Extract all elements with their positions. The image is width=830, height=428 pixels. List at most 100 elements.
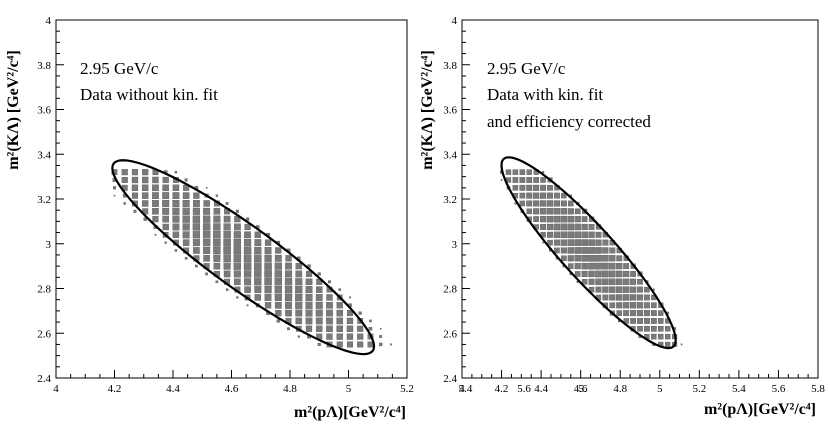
histogram-box: [616, 255, 623, 262]
histogram-box: [131, 169, 139, 176]
histogram-box: [623, 278, 630, 285]
histogram-box: [636, 310, 644, 317]
right-panel: 4 4.2 4.4 4.6 4.8 5 5.2 5.4 5.6 5.8 2.42.62.833.2…: [419, 15, 825, 418]
histogram-box: [284, 270, 293, 278]
histogram-box: [581, 247, 588, 254]
histogram-box: [233, 262, 241, 270]
histogram-box: [192, 207, 200, 215]
y-tick-label: 2.4: [37, 373, 51, 385]
histogram-box: [526, 200, 533, 207]
y-tick-label: 2.6: [37, 328, 51, 340]
histogram-box: [553, 215, 561, 223]
histogram-box: [567, 231, 575, 239]
histogram-box: [336, 325, 343, 333]
right-annotation-momentum: 2.95 GeV/c: [487, 59, 566, 78]
histogram-box: [623, 263, 630, 269]
histogram-box: [630, 318, 636, 324]
histogram-box: [203, 207, 211, 215]
histogram-box: [567, 223, 575, 231]
histogram-box: [547, 184, 553, 191]
histogram-box: [519, 169, 526, 175]
x-tick-label: 4.2: [108, 383, 122, 395]
histogram-box: [182, 231, 190, 239]
histogram-box: [285, 262, 292, 270]
histogram-box: [616, 270, 623, 278]
histogram-box: [609, 294, 616, 301]
histogram-box: [539, 208, 547, 215]
histogram-box: [588, 286, 595, 293]
histogram-box: [623, 302, 630, 309]
histogram-box: [657, 318, 664, 324]
histogram-box: [616, 294, 623, 301]
histogram-box: [244, 286, 251, 293]
histogram-box: [588, 262, 595, 270]
histogram-box: [254, 239, 262, 247]
histogram-box: [338, 288, 341, 291]
histogram-box: [650, 318, 657, 324]
histogram-box: [244, 278, 252, 286]
histogram-box: [287, 327, 290, 331]
histogram-box: [574, 247, 581, 254]
histogram-box: [326, 333, 333, 340]
histogram-box: [346, 325, 354, 332]
histogram-box: [203, 255, 210, 262]
histogram-box: [519, 200, 526, 207]
histogram-box: [162, 207, 170, 215]
histogram-box: [637, 278, 643, 285]
histogram-box: [162, 192, 170, 200]
selection-ellipse-contour: [500, 156, 677, 350]
histogram-box: [172, 215, 180, 223]
histogram-box: [264, 294, 272, 301]
histogram-box: [274, 301, 282, 309]
y-tick-label: 2.8: [37, 284, 51, 296]
histogram-box: [554, 247, 560, 254]
left-x-axis-label: m²(pΛ)[GeV²/c⁴]: [294, 404, 406, 421]
histogram-box: [328, 280, 331, 284]
histogram-box: [346, 317, 354, 325]
histogram-box: [182, 239, 190, 246]
histogram-box: [195, 264, 198, 268]
histogram-box: [205, 272, 208, 276]
histogram-box: [560, 247, 567, 254]
histogram-box: [317, 272, 321, 276]
histogram-box: [595, 231, 602, 238]
histogram-box: [336, 309, 343, 317]
histogram-box: [182, 192, 190, 199]
histogram-box: [276, 319, 280, 323]
histogram-box: [581, 223, 588, 231]
histogram-box: [609, 262, 616, 270]
histogram-box: [202, 223, 211, 231]
histogram-box: [546, 223, 554, 231]
histogram-box: [346, 341, 353, 348]
x-tick-label: 4.6: [574, 383, 588, 395]
histogram-box: [574, 231, 581, 239]
left-y-axis-label: m²(KΛ) [GeV²/c⁴]: [5, 50, 22, 170]
histogram-box: [643, 310, 650, 317]
histogram-box: [553, 208, 561, 215]
histogram-box: [295, 263, 302, 270]
histogram-box: [264, 262, 272, 270]
histogram-box: [274, 293, 282, 301]
histogram-box: [588, 270, 595, 278]
histogram-box: [609, 247, 616, 254]
histogram-box: [533, 192, 540, 199]
x-tick-label: 4.8: [613, 383, 627, 395]
histogram-box: [588, 278, 595, 285]
histogram-box: [315, 309, 323, 317]
y-tick-label: 3: [452, 239, 458, 251]
histogram-box: [616, 263, 623, 270]
histogram-box: [315, 294, 323, 301]
histogram-box: [141, 184, 149, 192]
histogram-box: [540, 224, 547, 230]
histogram-box: [274, 254, 282, 262]
histogram-box: [284, 293, 293, 302]
x-tick-label: 5.8: [811, 383, 825, 395]
histogram-box: [223, 231, 231, 239]
y-tick-label: 3.8: [443, 60, 457, 72]
histogram-box: [192, 215, 201, 223]
right-y-axis-label: m²(KΛ) [GeV²/c⁴]: [419, 50, 436, 170]
histogram-box: [305, 317, 313, 325]
y-tick-label: 4: [46, 15, 52, 27]
histogram-box: [245, 217, 250, 221]
